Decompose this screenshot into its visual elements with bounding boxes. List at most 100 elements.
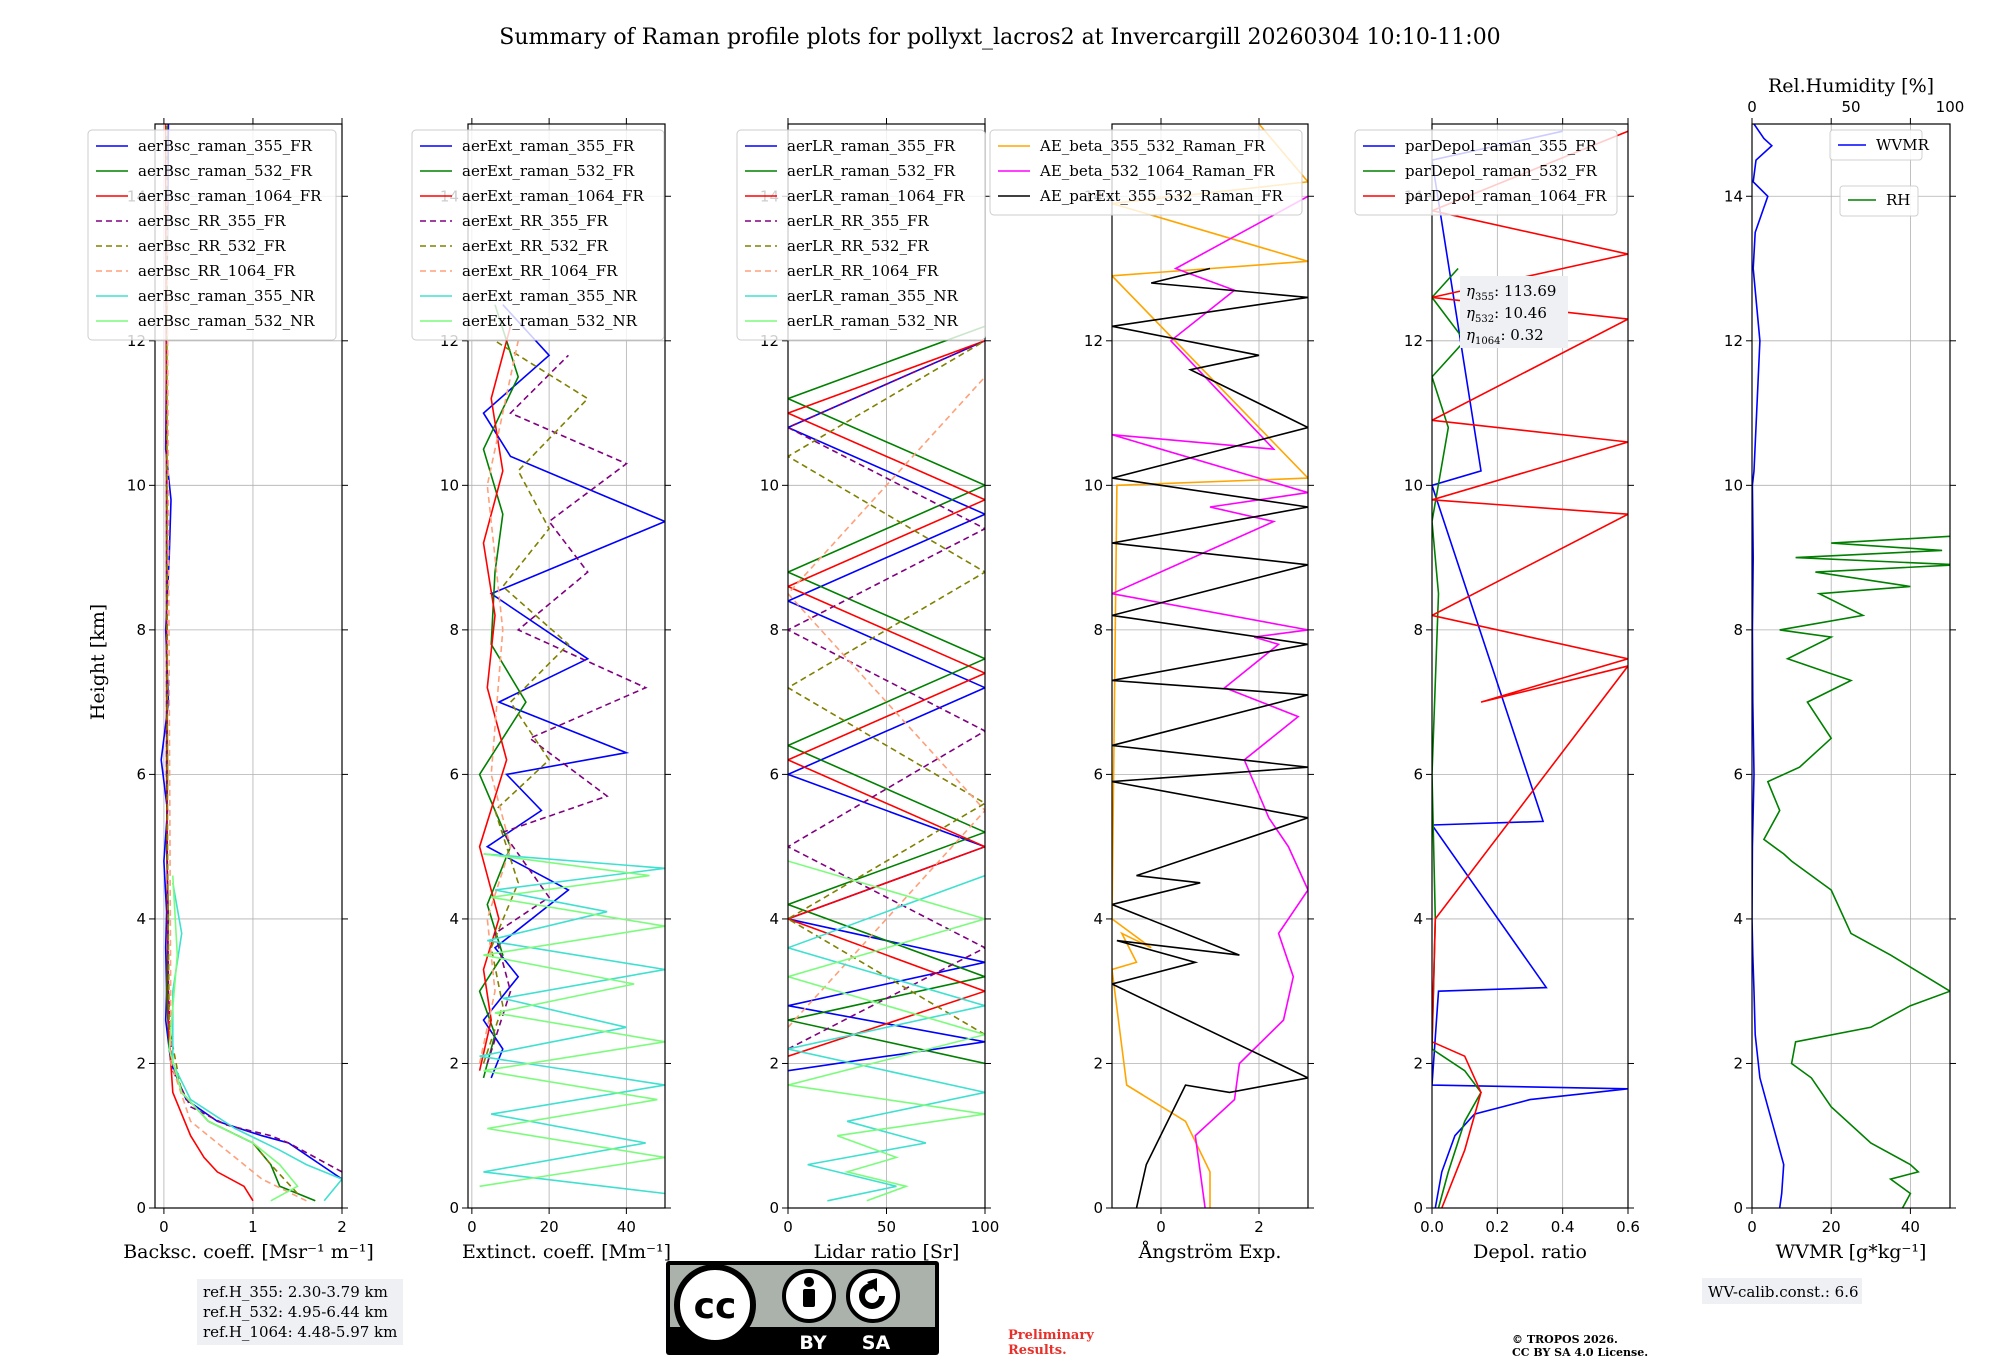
series-aerExt_raman_1064_FR — [478, 326, 512, 1071]
x-axis-label: Extinct. coeff. [Mm⁻¹] — [462, 1241, 671, 1263]
legend: AE_beta_355_532_Raman_FR AE_beta_532_1064… — [989, 129, 1303, 216]
y-tick-label: 4 — [449, 910, 459, 928]
x-axis-label: Depol. ratio — [1473, 1241, 1587, 1263]
series-group — [1432, 130, 1628, 1208]
y-tick-label: 4 — [1733, 910, 1743, 928]
x-tick-label: 0 — [1156, 1218, 1166, 1236]
cc-icon — [674, 1264, 756, 1346]
series-parDepol_raman_1064_FR — [1432, 130, 1628, 1208]
chart-panels: 01202468101214Backsc. coeff. [Msr⁻¹ m⁻¹]… — [87, 75, 1964, 1304]
panel-depol: 0.00.20.40.602468101214Depol. ratioparDe… — [1354, 118, 1640, 1263]
cc-by-sa-license-badge: cc BY SA — [666, 1261, 939, 1355]
y-tick-label: 6 — [136, 765, 146, 783]
y-tick-label: 8 — [1093, 621, 1103, 639]
legend: parDepol_raman_355_FR parDepol_raman_532_… — [1354, 129, 1618, 216]
series-aerExt_RR_1064_FR — [478, 340, 519, 1064]
y-tick-label: 14 — [1724, 187, 1743, 205]
legend-label: aerLR_raman_355_NR — [787, 287, 958, 305]
series-aerLR_raman_532_NR — [788, 860, 985, 1202]
series-RH — [1762, 535, 1950, 1208]
legend-label: aerExt_raman_532_FR — [462, 162, 635, 180]
x-axis-label: Ångström Exp. — [1138, 1241, 1282, 1263]
series-aerExt_raman_532_FR — [478, 304, 527, 1079]
copyright-note: © TROPOS 2026. CC BY SA 4.0 License. — [1512, 1333, 1648, 1359]
y-tick-label: 10 — [760, 476, 779, 494]
wv-calib-box — [1702, 1278, 1862, 1304]
x-axis-label: Lidar ratio [Sr] — [814, 1241, 960, 1263]
top-tick-label: 50 — [1841, 98, 1860, 116]
legend-label: parDepol_raman_532_FR — [1405, 162, 1598, 180]
y-tick-label: 8 — [769, 621, 779, 639]
sa-arrow-head — [867, 1278, 877, 1292]
legend: aerBsc_raman_355_FR aerBsc_raman_532_FRae… — [87, 129, 337, 341]
x-tick-label: 40 — [617, 1218, 636, 1236]
legend-label: aerBsc_RR_355_FR — [138, 212, 286, 230]
legend-box — [87, 129, 337, 341]
sa-share-alike-icon — [846, 1269, 900, 1323]
eta-label-532: η532: 10.46 — [1466, 304, 1547, 325]
legend-label: parDepol_raman_1064_FR — [1405, 187, 1607, 205]
x-tick-label: 2 — [337, 1218, 347, 1236]
legend-label: aerBsc_raman_532_FR — [138, 162, 313, 180]
legend-label: AE_beta_532_1064_Raman_FR — [1039, 162, 1275, 180]
eta-box — [1460, 276, 1568, 348]
series-AE_beta_355_532_Raman_FR — [1112, 124, 1308, 1208]
legend-label: aerBsc_raman_355_FR — [138, 137, 313, 155]
y-tick-label: 12 — [1724, 332, 1743, 350]
x-tick-label: 0.2 — [1485, 1218, 1509, 1236]
series-group — [478, 304, 665, 1195]
y-tick-label: 6 — [1733, 765, 1743, 783]
x-tick-label: 100 — [971, 1218, 1000, 1236]
sa-arrow-arc — [859, 1282, 885, 1309]
axes-frame — [1111, 123, 1309, 1209]
panel-backscatter: 01202468101214Backsc. coeff. [Msr⁻¹ m⁻¹]… — [87, 118, 374, 1263]
y-tick-label: 4 — [1413, 910, 1423, 928]
eta-value: : 113.69 — [1494, 282, 1556, 300]
x-axis-label: Backsc. coeff. [Msr⁻¹ m⁻¹] — [123, 1241, 374, 1263]
x-tick-label: 0 — [1747, 1218, 1757, 1236]
eta-value: : 10.46 — [1494, 304, 1547, 322]
eta-subscript: 532 — [1475, 314, 1494, 325]
y-tick-label: 8 — [1413, 621, 1423, 639]
eta-subscript: 355 — [1475, 292, 1494, 303]
y-tick-label: 8 — [1733, 621, 1743, 639]
y-tick-label: 4 — [1093, 910, 1103, 928]
legend-label: aerLR_raman_355_FR — [787, 137, 956, 155]
legend-box — [989, 129, 1303, 216]
y-tick-label: 0 — [449, 1199, 459, 1217]
y-tick-label: 6 — [769, 765, 779, 783]
x-tick-label: 0 — [467, 1218, 477, 1236]
legend: aerLR_raman_355_FR aerLR_raman_532_FR aerL… — [736, 129, 986, 341]
y-tick-label: 0 — [1413, 1199, 1423, 1217]
legend-label: aerBsc_raman_1064_FR — [138, 187, 322, 205]
series-parDepol_raman_532_FR — [1432, 267, 1482, 1208]
y-tick-label: 6 — [1413, 765, 1423, 783]
series-aerLR_raman_1064_FR — [788, 340, 985, 1057]
series-aerExt_RR_355_FR — [486, 354, 648, 1064]
y-tick-label: 8 — [136, 621, 146, 639]
series-AE_beta_532_1064_Raman_FR — [1112, 195, 1308, 1208]
y-tick-label: 4 — [769, 910, 779, 928]
legend-label: aerExt_raman_355_NR — [462, 287, 638, 305]
axes-frame — [154, 123, 343, 1209]
legend-label: AE_parExt_355_532_Raman_FR — [1039, 187, 1284, 205]
series-aerExt_raman_355_FR — [482, 304, 665, 1079]
series-aerExt_raman_532_NR — [479, 853, 665, 1188]
legend-box — [736, 129, 986, 341]
legend-label: aerLR_RR_355_FR — [787, 212, 929, 230]
cc-text: cc — [694, 1286, 737, 1327]
legend-label: aerExt_raman_355_FR — [462, 137, 635, 155]
series-aerLR_RR_355_FR — [788, 340, 985, 1050]
y-tick-label: 6 — [449, 765, 459, 783]
sa-label: SA — [862, 1332, 891, 1354]
series-aerBsc_raman_532_NR — [168, 875, 299, 1202]
x-tick-label: 0.4 — [1551, 1218, 1575, 1236]
preliminary-line1: Preliminary — [1008, 1328, 1094, 1343]
legend-label: aerBsc_RR_1064_FR — [138, 262, 296, 280]
y-tick-label: 0 — [136, 1199, 146, 1217]
eta-label-355: η355: 113.69 — [1466, 282, 1556, 303]
y-tick-label: 2 — [1093, 1054, 1103, 1072]
series-aerLR_raman_532_FR — [788, 325, 985, 1065]
